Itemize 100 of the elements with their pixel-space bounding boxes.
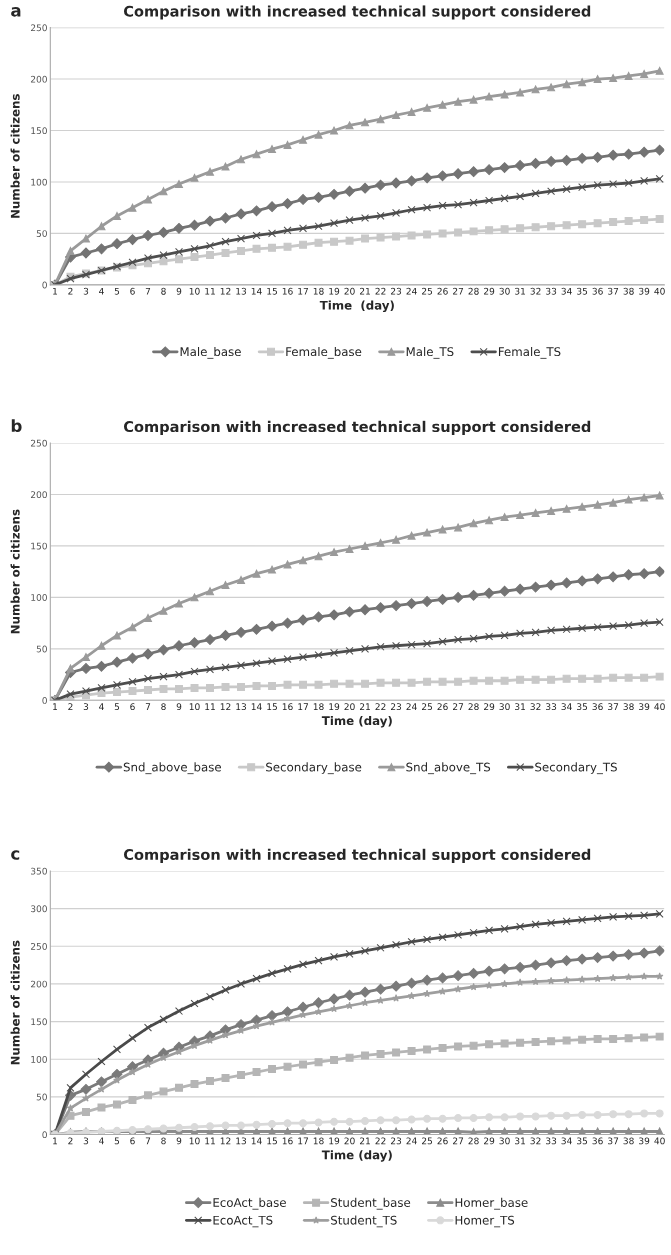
y-tick-label: 150 <box>31 1018 47 1026</box>
x-tick-label: 22 <box>375 1137 386 1145</box>
x-tick-label: 3 <box>83 287 89 295</box>
x-tick-label: 21 <box>359 703 370 710</box>
x-tick-label: 10 <box>189 1137 200 1145</box>
x-tick-label: 31 <box>515 287 526 295</box>
x-tick-label: 15 <box>267 703 277 711</box>
x-tick-label: 14 <box>251 1137 262 1145</box>
legend-label: Snd_above_base <box>123 762 221 775</box>
x-tick-label: 5 <box>114 703 120 711</box>
x-tick-label: 20 <box>344 1137 355 1145</box>
chart-title: Comparison with increased technical support considered <box>123 848 591 863</box>
legend-label: Snd_above_TS <box>406 762 491 775</box>
x-tick-label: 11 <box>205 703 215 710</box>
y-tick-label: 150 <box>31 542 47 550</box>
x-tick-label: 36 <box>592 287 603 295</box>
x-tick-label: 34 <box>561 287 572 295</box>
x-tick-label: 38 <box>623 1137 634 1145</box>
x-tick-label: 13 <box>236 1137 247 1145</box>
x-tick-label: 12 <box>220 703 231 710</box>
x-tick-label: 20 <box>344 287 355 295</box>
x-tick-label: 2 <box>68 703 73 710</box>
legend-label: Secondary_base <box>266 762 362 775</box>
x-tick-label: 28 <box>468 1137 479 1145</box>
y-tick-label: 300 <box>31 905 47 913</box>
legend-label: EcoAct_TS <box>213 1215 273 1228</box>
x-tick-label: 39 <box>639 287 650 295</box>
y-axis-title: Number of citizens <box>10 94 20 218</box>
x-tick-label: 40 <box>654 703 665 711</box>
x-tick-label: 6 <box>130 703 135 711</box>
x-tick-label: 36 <box>592 1137 603 1145</box>
x-tick-label: 25 <box>421 287 433 295</box>
y-tick-label: 250 <box>30 943 47 950</box>
x-tick-label: 2 <box>68 1137 73 1145</box>
x-tick-label: 36 <box>592 703 603 711</box>
x-tick-label: 32 <box>530 287 541 295</box>
x-tick-label: 7 <box>145 287 151 295</box>
x-tick-label: 14 <box>251 287 262 295</box>
x-axis-title: Time (day) <box>321 1150 392 1162</box>
x-tick-label: 13 <box>236 703 247 711</box>
x-tick-label: 3 <box>83 703 89 711</box>
chart-title: Comparison with increased technical support considered <box>123 420 591 435</box>
x-tick-label: 15 <box>267 1137 277 1145</box>
x-tick-label: 9 <box>176 287 182 295</box>
x-tick-label: 35 <box>577 1137 588 1145</box>
y-tick-label: 50 <box>36 230 47 237</box>
x-tick-label: 25 <box>421 1137 433 1145</box>
x-tick-label: 9 <box>176 703 182 711</box>
legend-label: Homer_base <box>455 1197 528 1210</box>
x-tick-label: 16 <box>282 703 293 711</box>
y-tick-label: 100 <box>31 594 47 601</box>
x-tick-label: 6 <box>130 287 135 295</box>
x-tick-label: 19 <box>329 287 340 295</box>
legend-label: Secondary_TS <box>535 762 617 775</box>
y-tick-label: 0 <box>42 697 47 704</box>
x-tick-label: 31 <box>515 1137 526 1145</box>
x-tick-label: 17 <box>298 1137 309 1145</box>
x-tick-label: 18 <box>313 1137 324 1145</box>
y-tick-label: 350 <box>31 867 47 875</box>
x-tick-label: 1 <box>53 1137 58 1145</box>
x-tick-label: 5 <box>114 1137 120 1145</box>
x-tick-label: 34 <box>561 703 572 711</box>
x-tick-label: 16 <box>282 287 293 295</box>
x-tick-label: 21 <box>359 287 370 295</box>
y-tick-label: 200 <box>30 491 47 499</box>
x-tick-label: 22 <box>375 703 386 710</box>
x-tick-label: 19 <box>329 1137 340 1145</box>
legend-label: Female_base <box>286 346 362 359</box>
x-tick-label: 26 <box>437 1137 448 1145</box>
x-tick-label: 34 <box>561 1137 572 1145</box>
x-tick-label: 38 <box>623 287 634 295</box>
x-tick-label: 8 <box>161 1137 166 1145</box>
x-tick-label: 7 <box>145 1137 151 1145</box>
y-tick-label: 100 <box>31 1055 47 1063</box>
y-tick-label: 50 <box>36 1093 47 1101</box>
x-tick-label: 37 <box>608 1137 619 1145</box>
x-tick-label: 35 <box>577 287 588 295</box>
x-tick-label: 38 <box>623 703 634 711</box>
x-tick-label: 24 <box>406 1137 417 1145</box>
y-tick-label: 150 <box>31 127 47 135</box>
legend-label: Male_base <box>180 346 241 359</box>
x-tick-label: 26 <box>437 287 448 295</box>
x-tick-label: 37 <box>608 287 619 295</box>
x-tick-label: 14 <box>251 703 262 710</box>
y-axis-title: Number of citizens <box>10 509 20 634</box>
x-tick-label: 4 <box>99 287 104 295</box>
x-tick-label: 15 <box>267 287 277 295</box>
legend-label: Student_base <box>331 1197 411 1210</box>
x-tick-label: 3 <box>83 1137 89 1145</box>
x-tick-label: 35 <box>577 703 588 711</box>
x-tick-label: 29 <box>484 287 495 295</box>
x-tick-label: 7 <box>145 703 151 710</box>
x-tick-label: 10 <box>189 287 200 295</box>
x-tick-label: 2 <box>68 287 73 295</box>
x-tick-label: 10 <box>189 703 200 711</box>
legend-label: Homer_TS <box>455 1215 515 1228</box>
x-tick-label: 25 <box>421 703 433 711</box>
x-tick-label: 32 <box>530 1137 541 1145</box>
chart-title: Comparison with increased technical support considered <box>123 5 591 20</box>
x-tick-label: 6 <box>130 1137 135 1145</box>
